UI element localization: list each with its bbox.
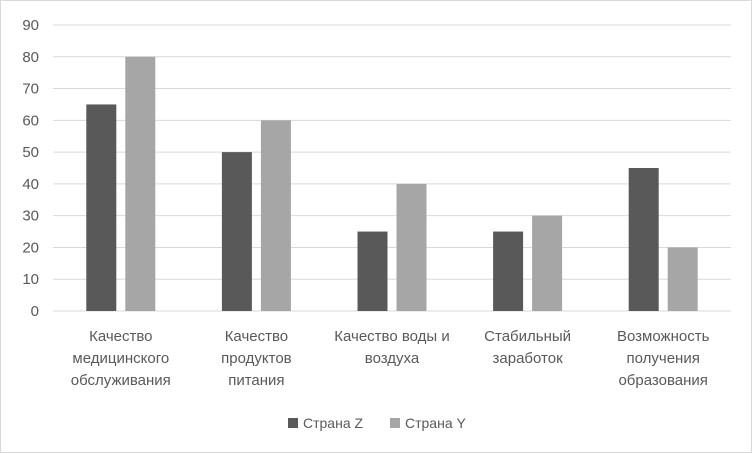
bar-series-2 xyxy=(125,56,156,312)
x-category-label: Качество xyxy=(89,328,152,345)
y-tick-label: 10 xyxy=(22,271,39,288)
bar-series-1 xyxy=(493,231,524,311)
bar-series-2 xyxy=(260,120,291,311)
bar-series-2 xyxy=(667,247,698,311)
legend-label: Страна Z xyxy=(303,415,364,431)
x-category-label: получения xyxy=(627,350,700,367)
y-tick-label: 60 xyxy=(22,112,39,129)
y-tick-label: 90 xyxy=(22,17,39,34)
bar-series-2 xyxy=(396,183,427,311)
bar-series-2 xyxy=(532,215,563,311)
y-tick-label: 20 xyxy=(22,239,39,256)
x-category-label: заработок xyxy=(493,350,564,367)
y-tick-label: 0 xyxy=(31,303,39,320)
x-axis-categories: Качество медицинского обслуживания Качество… xyxy=(71,328,710,389)
legend-swatch xyxy=(390,418,400,428)
y-tick-label: 30 xyxy=(22,208,39,225)
y-tick-label: 70 xyxy=(22,81,39,98)
x-category-label: продуктов xyxy=(221,350,292,367)
x-category-label: воздуха xyxy=(365,350,420,367)
x-category-label: Качество xyxy=(225,328,288,345)
legend: Страна Z Страна Y xyxy=(288,415,467,431)
y-axis-ticks: 0 10 20 30 40 50 60 70 80 90 xyxy=(22,17,39,320)
gridlines xyxy=(53,24,731,312)
bar-series-1 xyxy=(86,104,117,311)
bars xyxy=(86,56,698,312)
x-category-label: Стабильный xyxy=(484,328,571,345)
y-tick-label: 40 xyxy=(22,176,39,193)
bar-series-1 xyxy=(357,231,388,311)
legend-swatch xyxy=(288,418,298,428)
bar-series-1 xyxy=(221,152,252,311)
legend-label: Страна Y xyxy=(405,415,467,431)
x-category-label: обслуживания xyxy=(71,372,171,389)
y-tick-label: 80 xyxy=(22,49,39,66)
x-category-label: Возможность xyxy=(617,328,710,345)
x-category-label: питания xyxy=(228,372,284,389)
x-category-label: Качество воды и xyxy=(334,328,449,345)
bar-series-1 xyxy=(628,168,659,311)
x-category-label: образования xyxy=(618,372,707,389)
x-category-label: медицинского xyxy=(72,350,169,367)
y-tick-label: 50 xyxy=(22,144,39,161)
